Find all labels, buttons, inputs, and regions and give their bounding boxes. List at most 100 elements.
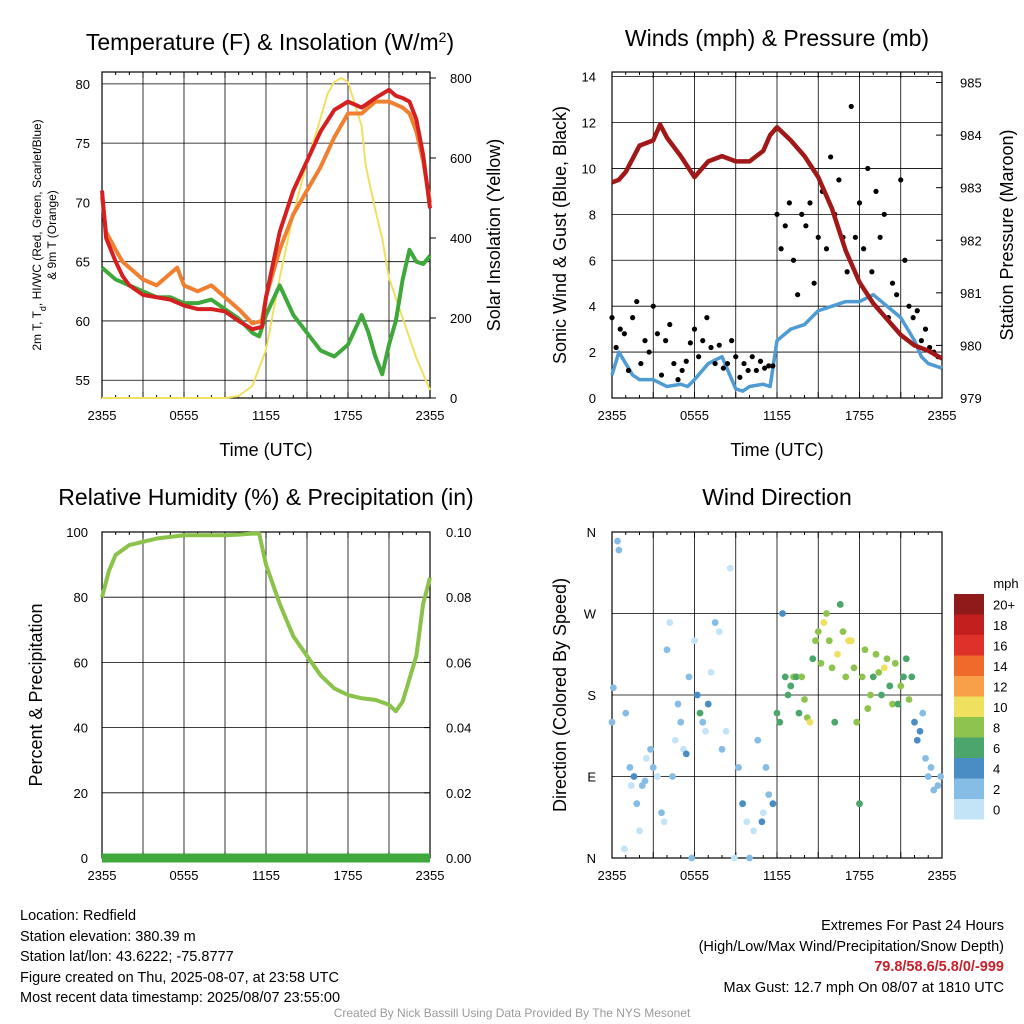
panel2-gust-point xyxy=(658,372,665,378)
panel4-direction-point xyxy=(649,764,657,771)
extremes-panel: Extremes For Past 24 Hours (High/Low/Max… xyxy=(699,916,1004,998)
panel4-direction-point xyxy=(814,628,822,636)
panel4-direction-point xyxy=(812,637,819,645)
panel2-gust-point xyxy=(906,303,912,309)
panel4-direction-point xyxy=(614,537,621,545)
panel2-gust-point xyxy=(856,200,863,206)
panel2-title: Winds (mph) & Pressure (mb) xyxy=(625,25,929,51)
panel4-ylabel: Direction (Colored By Speed) xyxy=(550,578,570,812)
legend-label: 16 xyxy=(993,638,1007,653)
panel4-direction-point xyxy=(630,773,638,780)
panel2-ytick-label: 12 xyxy=(582,116,596,131)
panel4-direction-point xyxy=(823,610,830,617)
panel1-ytick-label: 80 xyxy=(76,77,90,92)
panel2-gust-point xyxy=(634,298,640,305)
panel2-gust-point xyxy=(762,365,768,371)
panel4-direction-point xyxy=(693,691,701,699)
extremes-subtitle: (High/Low/Max Wind/Precipitation/Snow De… xyxy=(698,938,1004,955)
panel1-ylabel2: Solar Insolation (Yellow) xyxy=(484,139,504,331)
panel4-xtick-label: 2355 xyxy=(928,868,957,883)
panel1-y2tick-label: 0 xyxy=(450,391,457,406)
panel3-xtick-label: 1155 xyxy=(252,868,280,883)
panel4-direction-point xyxy=(831,718,839,726)
panel4-direction-point xyxy=(769,800,777,808)
panel4-direction-point xyxy=(828,664,836,672)
panel1-ylabel-part2: , HI/WC (Red, Green, Scarlet/Blue) xyxy=(30,119,44,306)
panel1-ytick-label: 60 xyxy=(76,314,90,329)
panel1-title-end: ) xyxy=(446,29,454,55)
panel4-direction-point xyxy=(707,668,715,676)
panel2-gust-point xyxy=(807,200,813,206)
panel1-ytick-label: 55 xyxy=(76,373,90,388)
panel2-gust-point xyxy=(625,367,632,374)
panel2-gust-point xyxy=(654,331,660,337)
panel4-ytick-label: S xyxy=(587,688,596,703)
panel1-y2tick-label: 600 xyxy=(450,151,472,166)
panel3-y2tick-label: 0.10 xyxy=(446,525,471,540)
panel4-direction-point xyxy=(622,709,630,717)
panel2-gust-point xyxy=(803,223,809,229)
legend-swatch xyxy=(954,696,984,717)
panel2-gust-point xyxy=(774,211,780,217)
panel4-direction-point xyxy=(825,637,833,645)
panel4-ytick-label: N xyxy=(587,851,596,866)
panel4-direction-point xyxy=(633,800,641,808)
panel2-xtick-label: 2355 xyxy=(928,408,957,423)
figure-created: Figure created on Thu, 2025-08-07, at 23… xyxy=(20,969,339,986)
panel2-ytick-label: 0 xyxy=(589,391,596,406)
panel2-gust-point xyxy=(823,246,830,252)
panel2-gust-point xyxy=(729,338,735,344)
panel2-gust-point xyxy=(716,342,722,348)
panel3-xtick-label: 2355 xyxy=(416,868,445,883)
panel4-direction-point xyxy=(653,773,661,780)
panel1-y2tick-label: 800 xyxy=(450,71,472,86)
panel1-title-sup: 2 xyxy=(439,29,447,45)
panel4-direction-point xyxy=(883,655,891,663)
panel2-gust-point xyxy=(679,367,685,374)
panel4-direction-point xyxy=(754,736,762,744)
panel2-gust-point xyxy=(910,315,916,321)
panel4-direction-point xyxy=(730,854,738,862)
panel4-title: Wind Direction xyxy=(702,484,852,510)
panel3-xtick-label: 2355 xyxy=(88,868,117,883)
panel2-gust-point xyxy=(815,234,821,240)
panel4-direction-point xyxy=(934,782,942,789)
credit-line: Created By Nick Bassill Using Data Provi… xyxy=(333,1006,691,1020)
panel4-direction-point xyxy=(663,646,671,654)
panel4-ytick-label: W xyxy=(584,607,597,622)
panel3-ytick-label: 40 xyxy=(74,721,88,736)
panel4-direction-point xyxy=(834,650,841,658)
panel2-gust-point xyxy=(691,326,698,332)
panel4-direction-point xyxy=(615,546,623,554)
panel4-direction-point xyxy=(858,673,866,681)
panel2-ylabel: Sonic Wind & Gust (Blue, Black) xyxy=(550,106,570,364)
panel1-series-2 xyxy=(100,99,432,326)
panel2-gust-point xyxy=(737,374,743,380)
panel1-xtick-label: 0555 xyxy=(170,408,199,423)
panel4-direction-point xyxy=(647,745,654,753)
legend-swatch xyxy=(954,717,984,738)
panel3-y2tick-label: 0.02 xyxy=(446,786,471,801)
panel4-direction-point xyxy=(608,718,616,726)
panel4-direction-point xyxy=(765,791,773,799)
panel2-gust-point xyxy=(745,367,751,374)
station-info: Location: Redfield Station elevation: 38… xyxy=(20,906,340,1009)
panel2-ytick-label: 4 xyxy=(589,299,596,314)
panel2-gust-point xyxy=(700,338,706,344)
panel4-direction-point xyxy=(922,754,929,762)
legend-swatch xyxy=(954,758,984,779)
panel4-direction-point xyxy=(897,682,905,690)
panel2-gust-point xyxy=(683,358,689,364)
panel4-direction-point xyxy=(878,691,885,699)
panel2-gust-point xyxy=(753,367,759,374)
panel2-gust-point xyxy=(770,363,776,369)
panel4-direction-point xyxy=(867,691,874,699)
panel4-direction-point xyxy=(869,673,877,681)
panel2-y2tick-label: 982 xyxy=(960,233,982,248)
panel3-y2tick-label: 0.06 xyxy=(446,655,471,670)
panel2-y2tick-label: 984 xyxy=(960,128,982,143)
panel2-y2tick-label: 979 xyxy=(960,391,982,406)
panel4-direction-point xyxy=(798,673,806,681)
station-elevation: Station elevation: 380.39 m xyxy=(20,928,196,945)
